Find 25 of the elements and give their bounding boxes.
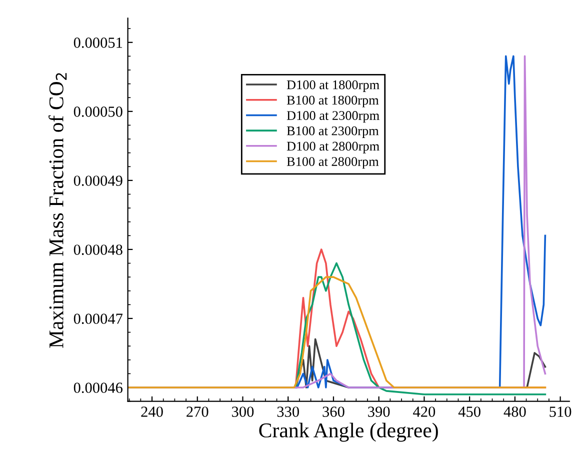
legend-label: B100 at 1800rpm xyxy=(286,96,379,108)
x-tick-label: 270 xyxy=(186,406,208,417)
y-tick-label: 0.00046 xyxy=(74,382,123,393)
x-tick-label: 360 xyxy=(322,406,344,417)
legend-label: B100 at 2800rpm xyxy=(286,157,379,169)
legend-label: D100 at 2800rpm xyxy=(286,142,380,154)
x-tick-label: 390 xyxy=(368,406,390,417)
x-tick-label: 510 xyxy=(550,406,572,417)
x-tick-label: 300 xyxy=(232,406,254,417)
y-axis-title: Maximum Mass Fraction of CO$_{2}$ xyxy=(48,73,67,348)
legend-label: B100 at 2300rpm xyxy=(286,126,379,138)
y-tick-label: 0.00047 xyxy=(74,314,123,324)
x-tick-label: 480 xyxy=(504,406,526,417)
line-series xyxy=(128,276,546,388)
y-tick-label: 0.00049 xyxy=(74,176,122,186)
x-tick-label: 450 xyxy=(458,406,480,417)
x-tick-label: 330 xyxy=(277,406,299,417)
y-tick-label: 0.00050 xyxy=(74,106,122,117)
y-tick-label: 0.00051 xyxy=(74,38,122,48)
y-tick-label: 0.00048 xyxy=(74,244,122,255)
x-axis-title: Crank Angle (degree) xyxy=(259,422,438,442)
legend-label: D100 at 2300rpm xyxy=(286,111,380,123)
x-tick-label: 420 xyxy=(413,406,436,417)
legend-label: D100 at 1800rpm xyxy=(286,80,380,92)
x-tick-label: 240 xyxy=(141,406,163,417)
